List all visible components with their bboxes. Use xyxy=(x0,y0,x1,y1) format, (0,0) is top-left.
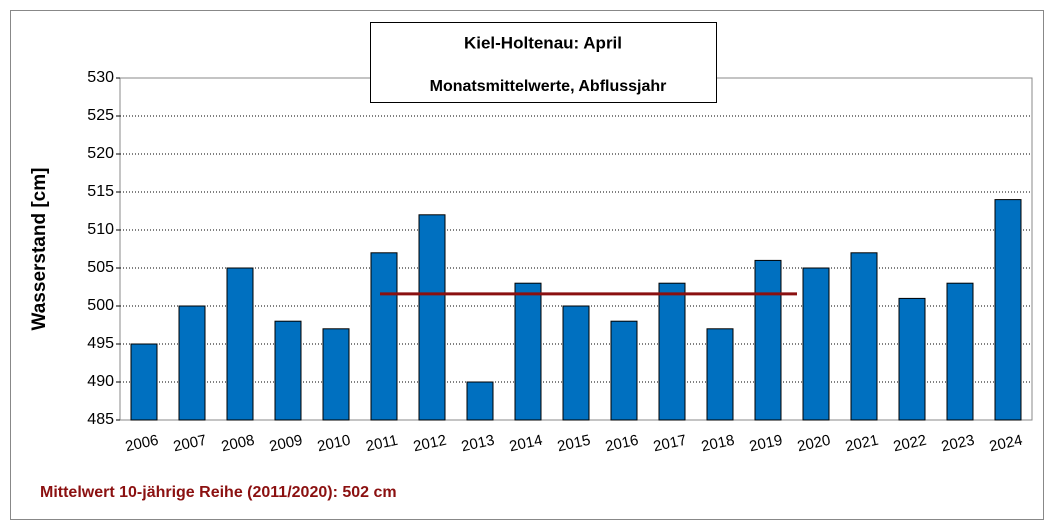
x-tick-label: 2024 xyxy=(988,432,1024,456)
bar xyxy=(850,252,878,421)
bar xyxy=(274,320,302,421)
y-axis-label: Wasserstand [cm] xyxy=(29,168,50,331)
y-tick-label: 485 xyxy=(87,411,114,428)
annotation: Mittelwert 10-jährige Reihe (2011/2020):… xyxy=(40,484,397,501)
title-box xyxy=(370,22,717,103)
bar xyxy=(130,343,158,421)
x-tick-label: 2006 xyxy=(124,432,160,456)
bar xyxy=(418,214,446,421)
x-tick-label: 2013 xyxy=(460,432,496,456)
bar xyxy=(946,282,974,421)
x-tick-label: 2023 xyxy=(940,432,976,456)
x-tick-label: 2017 xyxy=(652,432,688,456)
y-tick-label: 500 xyxy=(87,297,114,314)
x-tick-label: 2008 xyxy=(220,432,256,456)
bar xyxy=(322,328,350,421)
y-tick-label: 490 xyxy=(87,373,114,390)
x-tick-label: 2007 xyxy=(172,432,208,456)
x-tick-label: 2011 xyxy=(364,432,399,455)
y-tick-label: 495 xyxy=(87,335,114,352)
x-tick-label: 2020 xyxy=(796,432,832,456)
bar xyxy=(562,305,590,421)
bar xyxy=(466,381,494,421)
chart-subtitle: Monatsmittelwerte, Abflussjahr xyxy=(430,78,667,95)
bar xyxy=(178,305,206,421)
y-tick-label: 520 xyxy=(87,145,114,162)
x-tick-label: 2015 xyxy=(556,432,592,456)
y-tick-label: 505 xyxy=(87,259,114,276)
y-tick-label: 515 xyxy=(87,183,114,200)
x-tick-label: 2009 xyxy=(268,432,304,456)
bar xyxy=(658,282,686,421)
bar xyxy=(898,297,926,421)
chart-title: Kiel-Holtenau: April xyxy=(464,33,622,52)
x-tick-label: 2012 xyxy=(412,432,448,456)
bar xyxy=(370,252,398,421)
bar xyxy=(994,199,1022,421)
y-tick-label: 525 xyxy=(87,107,114,124)
bar xyxy=(802,267,830,421)
y-tick-label: 510 xyxy=(87,221,114,238)
bar xyxy=(610,320,638,421)
x-tick-label: 2016 xyxy=(604,432,640,456)
x-tick-label: 2010 xyxy=(316,432,352,456)
bar xyxy=(514,282,542,421)
x-tick-label: 2014 xyxy=(508,432,544,456)
x-tick-label: 2018 xyxy=(700,432,736,456)
x-tick-label: 2019 xyxy=(748,432,784,456)
bar xyxy=(706,328,734,421)
bar xyxy=(754,259,782,421)
x-tick-label: 2021 xyxy=(844,432,880,456)
x-tick-label: 2022 xyxy=(892,432,928,456)
bar xyxy=(226,267,254,421)
y-tick-label: 530 xyxy=(87,69,114,86)
